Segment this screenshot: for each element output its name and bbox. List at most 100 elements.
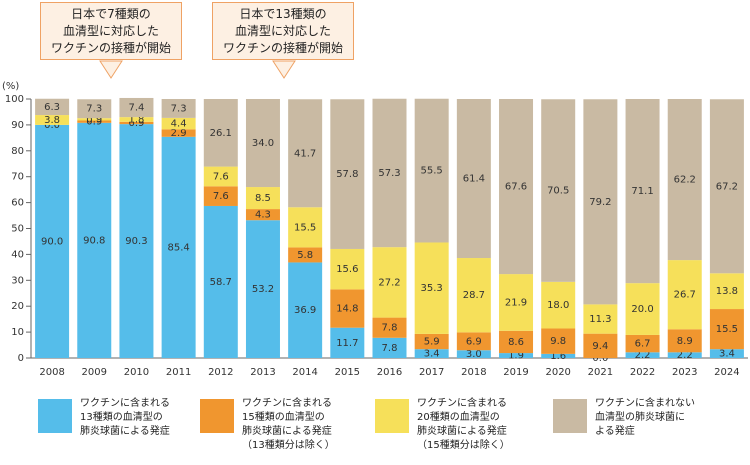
bar-segment (330, 248, 365, 290)
x-tick-label: 2015 (335, 367, 360, 378)
bar-segment (288, 207, 323, 248)
bar-segment (161, 136, 196, 358)
value-label: 4.3 (255, 210, 271, 221)
value-label: 57.8 (336, 169, 358, 180)
bar-segment (161, 117, 196, 130)
value-label: 70.5 (547, 186, 569, 197)
bar-segment (414, 242, 449, 334)
bar-segment (288, 99, 323, 208)
value-label: 7.4 (128, 103, 144, 114)
value-label: 2.2 (635, 350, 651, 361)
value-label: 15.5 (294, 222, 316, 233)
value-label: 2.2 (677, 350, 693, 361)
y-tick-label: 40 (11, 249, 24, 260)
x-tick-label: 2012 (208, 367, 233, 378)
y-axis-unit: (%) (2, 81, 19, 92)
value-label: 28.7 (463, 290, 485, 301)
bar-segment (245, 220, 280, 358)
y-tick-label: 30 (11, 275, 24, 286)
bar-segment (499, 330, 534, 354)
bar-segment (330, 327, 365, 358)
value-label: 90.3 (125, 236, 147, 247)
value-label: 11.3 (589, 314, 611, 325)
value-label: 85.4 (167, 242, 189, 253)
bar-segment (288, 247, 323, 263)
bar-segment (709, 99, 744, 274)
x-tick-label: 2009 (82, 367, 107, 378)
bar-segment (77, 122, 112, 358)
value-label: 4.4 (171, 119, 187, 130)
x-tick-label: 2014 (292, 367, 317, 378)
x-tick-label: 2017 (419, 367, 444, 378)
value-label: 7.6 (213, 191, 229, 202)
x-tick-label: 2023 (672, 367, 697, 378)
value-label: 55.5 (421, 166, 443, 177)
bar-segment (119, 97, 154, 118)
value-label: 7.3 (86, 104, 102, 115)
value-label: 36.9 (294, 305, 316, 316)
value-label: 7.6 (213, 171, 229, 182)
bar-segment (709, 309, 744, 350)
value-label: 5.8 (297, 250, 313, 261)
bar-segment (330, 99, 365, 249)
y-tick-label: 50 (11, 224, 24, 235)
value-label: 14.8 (336, 304, 358, 315)
bar-segment (541, 99, 576, 282)
bar-segment (77, 118, 112, 121)
bar-segment (456, 350, 491, 358)
legend-swatch (200, 399, 234, 433)
bar-segment (709, 273, 744, 310)
y-tick-label: 100 (5, 94, 24, 105)
value-label: 2.9 (171, 128, 187, 139)
annotation: 日本で7種類の 血清型に対応した ワクチンの接種が開始 (40, 2, 182, 60)
value-label: 11.7 (336, 338, 358, 349)
x-tick-label: 2010 (124, 367, 149, 378)
value-label: 3.0 (466, 349, 482, 360)
bar-segment (203, 205, 238, 358)
bar-segment (161, 129, 196, 137)
bar-segment (330, 289, 365, 328)
bar-segment (667, 352, 702, 358)
y-tick-label: 80 (11, 146, 24, 157)
bar-segment (583, 99, 618, 305)
value-label: 79.2 (589, 197, 611, 208)
legend-swatch (375, 399, 409, 433)
value-label: 67.6 (505, 182, 527, 193)
bar-segment (372, 337, 407, 358)
bar-segment (541, 328, 576, 354)
bar-segment (372, 317, 407, 338)
value-label: 8.9 (677, 336, 693, 347)
value-label: 26.1 (210, 128, 232, 139)
value-label: 6.7 (635, 339, 651, 350)
legend-swatch (38, 399, 72, 433)
value-label: 8.6 (508, 337, 524, 348)
x-tick-label: 2016 (377, 367, 402, 378)
x-tick-label: 2011 (166, 367, 191, 378)
bar-segment (625, 283, 660, 335)
value-label: 26.7 (674, 290, 696, 301)
value-label: 3.4 (719, 349, 735, 360)
y-tick-label: 90 (11, 120, 24, 131)
legend-label: ワクチンに含まれる 15種類の血清型の 肺炎球菌による発症 （13種類分は除く） (242, 398, 335, 451)
bar-segment (203, 99, 238, 167)
bar-segment (499, 353, 534, 358)
value-label: 5.9 (424, 337, 440, 348)
value-label: 90.0 (41, 236, 63, 247)
bar-segment (625, 334, 660, 353)
bar-segment (77, 99, 112, 119)
value-label: 9.8 (550, 336, 566, 347)
bar-segment (203, 186, 238, 206)
bar-segment (583, 304, 618, 334)
bar-segment (35, 115, 70, 125)
x-tick-label: 2008 (39, 367, 64, 378)
legend-label: ワクチンに含まれる 13種類の血清型の 肺炎球菌による発症 (80, 398, 170, 437)
legend-swatch (553, 399, 587, 433)
bar-segment (288, 262, 323, 358)
value-label: 3.4 (424, 349, 440, 360)
y-tick-label: 20 (11, 301, 24, 312)
x-tick-label: 2024 (714, 367, 739, 378)
bar-segment (541, 281, 576, 329)
bar-segment (456, 332, 491, 351)
bar-segment (119, 124, 154, 358)
